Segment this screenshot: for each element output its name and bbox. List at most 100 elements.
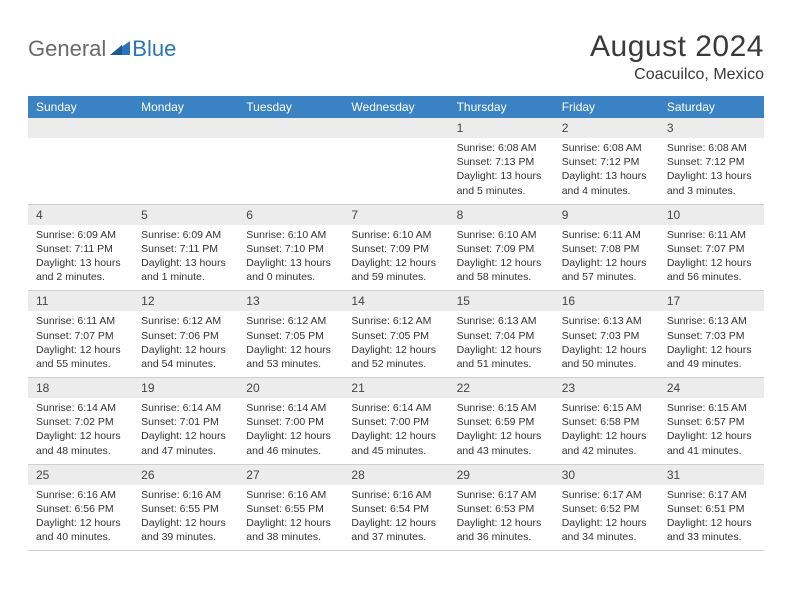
day-number-empty <box>28 118 133 138</box>
cell-body: Sunrise: 6:11 AMSunset: 7:07 PMDaylight:… <box>28 311 133 377</box>
calendar-cell: 5Sunrise: 6:09 AMSunset: 7:11 PMDaylight… <box>133 204 238 291</box>
sunrise-text: Sunrise: 6:15 AM <box>667 401 756 415</box>
calendar-cell: 27Sunrise: 6:16 AMSunset: 6:55 PMDayligh… <box>238 464 343 551</box>
day-number: 9 <box>554 205 659 225</box>
day-number: 20 <box>238 378 343 398</box>
cell-body: Sunrise: 6:17 AMSunset: 6:51 PMDaylight:… <box>659 485 764 551</box>
sunset-text: Sunset: 6:58 PM <box>562 415 651 429</box>
cell-body: Sunrise: 6:14 AMSunset: 7:01 PMDaylight:… <box>133 398 238 464</box>
calendar-header-row: SundayMondayTuesdayWednesdayThursdayFrid… <box>28 96 764 118</box>
daylight-text: Daylight: 13 hours and 4 minutes. <box>562 169 651 197</box>
daylight-text: Daylight: 12 hours and 37 minutes. <box>351 516 440 544</box>
calendar-cell: 17Sunrise: 6:13 AMSunset: 7:03 PMDayligh… <box>659 291 764 378</box>
sunrise-text: Sunrise: 6:10 AM <box>457 228 546 242</box>
title-block: August 2024 Coacuilco, Mexico <box>590 30 764 84</box>
sunset-text: Sunset: 6:53 PM <box>457 502 546 516</box>
cell-body: Sunrise: 6:10 AMSunset: 7:10 PMDaylight:… <box>238 225 343 291</box>
day-number: 13 <box>238 291 343 311</box>
day-number: 1 <box>449 118 554 138</box>
calendar-cell <box>133 118 238 204</box>
page-title: August 2024 <box>590 30 764 64</box>
sunset-text: Sunset: 7:00 PM <box>351 415 440 429</box>
calendar-cell: 20Sunrise: 6:14 AMSunset: 7:00 PMDayligh… <box>238 378 343 465</box>
day-header: Wednesday <box>343 96 448 118</box>
sunset-text: Sunset: 7:04 PM <box>457 329 546 343</box>
sunset-text: Sunset: 7:12 PM <box>562 155 651 169</box>
daylight-text: Daylight: 12 hours and 43 minutes. <box>457 429 546 457</box>
sunset-text: Sunset: 7:06 PM <box>141 329 230 343</box>
day-number: 22 <box>449 378 554 398</box>
sunset-text: Sunset: 7:08 PM <box>562 242 651 256</box>
cell-body: Sunrise: 6:11 AMSunset: 7:08 PMDaylight:… <box>554 225 659 291</box>
daylight-text: Daylight: 12 hours and 56 minutes. <box>667 256 756 284</box>
sunset-text: Sunset: 7:07 PM <box>36 329 125 343</box>
cell-body: Sunrise: 6:17 AMSunset: 6:52 PMDaylight:… <box>554 485 659 551</box>
cell-body-empty <box>28 138 133 196</box>
daylight-text: Daylight: 12 hours and 52 minutes. <box>351 343 440 371</box>
calendar-cell <box>343 118 448 204</box>
cell-body: Sunrise: 6:10 AMSunset: 7:09 PMDaylight:… <box>449 225 554 291</box>
calendar-cell <box>238 118 343 204</box>
sunrise-text: Sunrise: 6:12 AM <box>141 314 230 328</box>
day-number: 10 <box>659 205 764 225</box>
day-number-empty <box>343 118 448 138</box>
daylight-text: Daylight: 12 hours and 47 minutes. <box>141 429 230 457</box>
cell-body: Sunrise: 6:13 AMSunset: 7:03 PMDaylight:… <box>554 311 659 377</box>
calendar-cell: 25Sunrise: 6:16 AMSunset: 6:56 PMDayligh… <box>28 464 133 551</box>
sunrise-text: Sunrise: 6:14 AM <box>141 401 230 415</box>
calendar-cell: 14Sunrise: 6:12 AMSunset: 7:05 PMDayligh… <box>343 291 448 378</box>
calendar-cell <box>28 118 133 204</box>
cell-body: Sunrise: 6:16 AMSunset: 6:55 PMDaylight:… <box>133 485 238 551</box>
calendar-cell: 21Sunrise: 6:14 AMSunset: 7:00 PMDayligh… <box>343 378 448 465</box>
sunset-text: Sunset: 6:59 PM <box>457 415 546 429</box>
sunrise-text: Sunrise: 6:11 AM <box>36 314 125 328</box>
sunrise-text: Sunrise: 6:10 AM <box>246 228 335 242</box>
calendar-cell: 30Sunrise: 6:17 AMSunset: 6:52 PMDayligh… <box>554 464 659 551</box>
sunrise-text: Sunrise: 6:16 AM <box>141 488 230 502</box>
calendar-cell: 9Sunrise: 6:11 AMSunset: 7:08 PMDaylight… <box>554 204 659 291</box>
sunrise-text: Sunrise: 6:12 AM <box>246 314 335 328</box>
calendar-cell: 4Sunrise: 6:09 AMSunset: 7:11 PMDaylight… <box>28 204 133 291</box>
cell-body: Sunrise: 6:17 AMSunset: 6:53 PMDaylight:… <box>449 485 554 551</box>
day-number: 18 <box>28 378 133 398</box>
calendar-cell: 12Sunrise: 6:12 AMSunset: 7:06 PMDayligh… <box>133 291 238 378</box>
sunset-text: Sunset: 6:55 PM <box>141 502 230 516</box>
cell-body: Sunrise: 6:12 AMSunset: 7:06 PMDaylight:… <box>133 311 238 377</box>
daylight-text: Daylight: 12 hours and 50 minutes. <box>562 343 651 371</box>
cell-body: Sunrise: 6:15 AMSunset: 6:59 PMDaylight:… <box>449 398 554 464</box>
cell-body: Sunrise: 6:08 AMSunset: 7:12 PMDaylight:… <box>659 138 764 204</box>
cell-body: Sunrise: 6:14 AMSunset: 7:00 PMDaylight:… <box>238 398 343 464</box>
sunset-text: Sunset: 7:09 PM <box>457 242 546 256</box>
daylight-text: Daylight: 12 hours and 54 minutes. <box>141 343 230 371</box>
calendar-cell: 16Sunrise: 6:13 AMSunset: 7:03 PMDayligh… <box>554 291 659 378</box>
daylight-text: Daylight: 12 hours and 46 minutes. <box>246 429 335 457</box>
cell-body: Sunrise: 6:14 AMSunset: 7:00 PMDaylight:… <box>343 398 448 464</box>
cell-body: Sunrise: 6:10 AMSunset: 7:09 PMDaylight:… <box>343 225 448 291</box>
logo-triangle-icon <box>110 39 130 60</box>
calendar-cell: 3Sunrise: 6:08 AMSunset: 7:12 PMDaylight… <box>659 118 764 204</box>
day-header: Thursday <box>449 96 554 118</box>
calendar-week-row: 18 Sunrise: 6:14 AM Sunset: 7:02 PM Dayligh… <box>28 378 764 465</box>
daylight-text: Daylight: 12 hours and 33 minutes. <box>667 516 756 544</box>
sunset-text: Sunset: 7:02 PM <box>36 415 125 429</box>
sunset-text: Sunset: 7:09 PM <box>351 242 440 256</box>
calendar-week-row: 1Sunrise: 6:08 AMSunset: 7:13 PMDaylight… <box>28 118 764 204</box>
calendar-week-row: 4Sunrise: 6:09 AMSunset: 7:11 PMDaylight… <box>28 204 764 291</box>
day-number-empty <box>133 118 238 138</box>
daylight-text: Daylight: 12 hours and 40 minutes. <box>36 516 125 544</box>
calendar-cell: 23Sunrise: 6:15 AMSunset: 6:58 PMDayligh… <box>554 378 659 465</box>
calendar-cell: 7Sunrise: 6:10 AMSunset: 7:09 PMDaylight… <box>343 204 448 291</box>
day-number: 6 <box>238 205 343 225</box>
sunrise-text: Sunrise: 6:10 AM <box>351 228 440 242</box>
day-number: 21 <box>343 378 448 398</box>
daylight-text: Daylight: 13 hours and 1 minute. <box>141 256 230 284</box>
calendar-cell: 24Sunrise: 6:15 AMSunset: 6:57 PMDayligh… <box>659 378 764 465</box>
day-number: 7 <box>343 205 448 225</box>
calendar-cell: 1Sunrise: 6:08 AMSunset: 7:13 PMDaylight… <box>449 118 554 204</box>
day-number: 14 <box>343 291 448 311</box>
daylight-text: Daylight: 12 hours and 38 minutes. <box>246 516 335 544</box>
daylight-text: Daylight: 12 hours and 55 minutes. <box>36 343 125 371</box>
daylight-text: Daylight: 13 hours and 2 minutes. <box>36 256 125 284</box>
calendar-cell: 22Sunrise: 6:15 AMSunset: 6:59 PMDayligh… <box>449 378 554 465</box>
sunrise-text: Sunrise: 6:11 AM <box>562 228 651 242</box>
